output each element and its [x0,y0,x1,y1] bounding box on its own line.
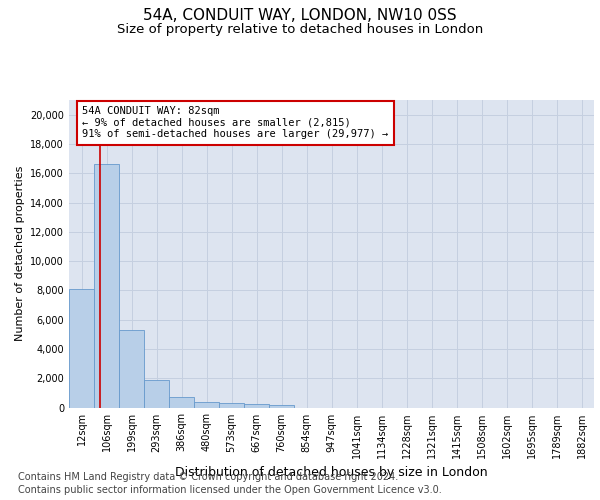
Bar [69,289,94,408]
Bar [119,330,144,407]
Text: Size of property relative to detached houses in London: Size of property relative to detached ho… [117,22,483,36]
Bar [244,404,269,407]
Text: Contains public sector information licensed under the Open Government Licence v3: Contains public sector information licen… [18,485,442,495]
Bar [219,404,244,407]
Bar [144,380,169,407]
Bar [94,164,119,408]
Bar [169,397,194,407]
Text: 54A, CONDUIT WAY, LONDON, NW10 0SS: 54A, CONDUIT WAY, LONDON, NW10 0SS [143,8,457,22]
Bar [194,402,219,407]
Text: Contains HM Land Registry data © Crown copyright and database right 2024.: Contains HM Land Registry data © Crown c… [18,472,398,482]
Y-axis label: Number of detached properties: Number of detached properties [15,166,25,342]
Bar [269,404,294,407]
Text: 54A CONDUIT WAY: 82sqm
← 9% of detached houses are smaller (2,815)
91% of semi-d: 54A CONDUIT WAY: 82sqm ← 9% of detached … [82,106,388,140]
X-axis label: Distribution of detached houses by size in London: Distribution of detached houses by size … [175,466,488,479]
